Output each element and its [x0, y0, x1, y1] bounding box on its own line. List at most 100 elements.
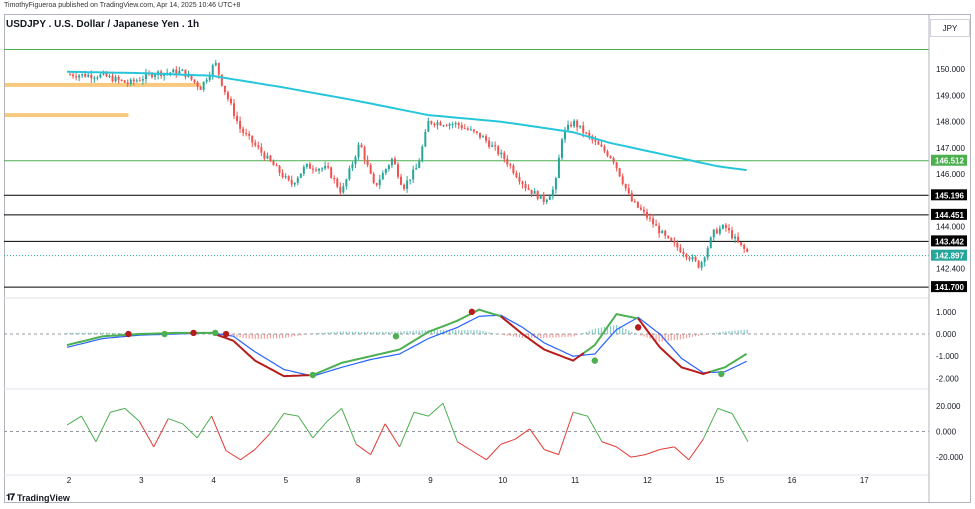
candle-body — [439, 122, 442, 126]
candle-body — [387, 165, 390, 170]
candle-body — [305, 163, 308, 167]
oscillator-segment — [283, 413, 299, 417]
oscillator-segment — [514, 428, 531, 440]
candle-body — [196, 82, 199, 87]
candle-body — [475, 131, 478, 133]
candle-body — [627, 188, 630, 194]
candle-body — [621, 176, 624, 184]
oscillator-segment — [702, 408, 719, 440]
candle-body — [645, 211, 648, 218]
candle-body — [93, 77, 96, 79]
time-tick-label: 4 — [211, 476, 216, 485]
candle-body — [424, 131, 427, 147]
candle-body — [409, 179, 412, 181]
oscillator-segment — [500, 438, 516, 445]
candle-body — [245, 132, 248, 134]
candle-body — [548, 196, 551, 200]
oscillator-segment — [630, 454, 646, 458]
level-label: 146.512 — [935, 157, 964, 166]
level-label-box — [931, 154, 967, 166]
candle-body — [639, 207, 642, 210]
oscillator-segment — [659, 446, 675, 450]
oscillator-segment — [529, 428, 545, 450]
oscillator-segment — [485, 443, 502, 461]
candle-body — [260, 147, 263, 153]
candle-body — [229, 98, 232, 104]
candle-body — [709, 237, 712, 248]
candle-body — [333, 178, 336, 180]
candle-body — [588, 132, 591, 137]
oscillator-segment — [168, 418, 183, 425]
candle-body — [655, 224, 658, 226]
candle-body — [688, 257, 691, 260]
oscillator-segment — [428, 402, 444, 417]
candle-body — [308, 163, 311, 169]
candle-body — [175, 69, 178, 75]
candle-body — [172, 69, 175, 73]
osc-tick-label: 20.000 — [936, 402, 961, 411]
candle-body — [169, 72, 172, 74]
candle-body — [111, 75, 114, 82]
candle-body — [144, 73, 147, 80]
oscillator-segment — [326, 408, 343, 422]
candle-body — [421, 146, 424, 162]
candle-body — [69, 74, 72, 76]
tradingview-brand[interactable]: 𝟏𝟕 TradingView — [6, 492, 70, 503]
candle-body — [527, 188, 530, 190]
candle-body — [746, 248, 749, 252]
candle-body — [299, 173, 302, 178]
candle-body — [199, 86, 202, 90]
candle-body — [737, 236, 740, 243]
candle-body — [369, 165, 372, 174]
candle-body — [102, 72, 105, 75]
candle-body — [582, 125, 585, 133]
currency-button[interactable]: JPY — [930, 19, 970, 37]
oscillator-segment — [95, 412, 111, 442]
candle-body — [141, 79, 144, 81]
time-tick-label: 3 — [139, 476, 144, 485]
candle-body — [263, 152, 266, 159]
candle-body — [324, 166, 327, 169]
candle-body — [248, 133, 251, 136]
candle-body — [612, 158, 615, 163]
candle-body — [278, 165, 281, 173]
oscillator-segment — [572, 411, 588, 417]
candle-body — [254, 142, 257, 146]
wt-fast-line — [214, 333, 310, 378]
candle-body — [236, 115, 239, 121]
axis-layer: 150.000149.000148.000147.000146.000144.0… — [67, 14, 967, 503]
time-tick-label: 16 — [788, 476, 797, 485]
oscillator-segment — [196, 415, 213, 439]
price-tick-label: 148.000 — [936, 118, 965, 127]
candle-body — [706, 247, 709, 258]
candle-body — [132, 79, 135, 82]
candle-body — [296, 177, 299, 183]
candle-body — [445, 125, 448, 127]
candle-body — [649, 217, 652, 219]
candle-body — [81, 73, 84, 76]
candle-body — [418, 161, 421, 168]
candle-body — [403, 184, 406, 189]
candle-body — [673, 240, 676, 243]
candle-body — [451, 124, 454, 126]
candle-body — [284, 176, 287, 178]
candle-body — [181, 69, 184, 71]
osc-tick-label: 0.000 — [936, 428, 957, 437]
chart-title: USDJPY . U.S. Dollar / Japanese Yen . 1h — [6, 19, 200, 30]
candle-body — [703, 257, 706, 263]
publisher-caption: TimothyFigueroa published on TradingView… — [4, 2, 241, 9]
oscillator-segment — [355, 443, 371, 456]
candle-body — [214, 62, 217, 66]
candle-body — [731, 230, 734, 239]
price-tick-label: 142.400 — [936, 265, 965, 274]
candle-body — [482, 136, 485, 138]
candle-body — [667, 235, 670, 238]
candle-body — [99, 74, 102, 78]
candle-body — [138, 80, 141, 82]
candle-body — [573, 120, 576, 127]
candle-body — [220, 74, 223, 86]
candle-body — [384, 169, 387, 173]
candle-body — [275, 165, 278, 167]
time-tick-label: 5 — [284, 476, 289, 485]
